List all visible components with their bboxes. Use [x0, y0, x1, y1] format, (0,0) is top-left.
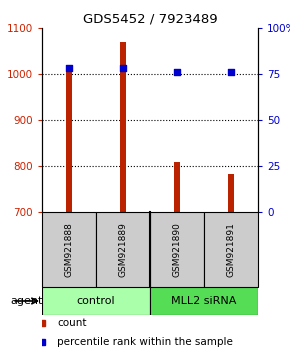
Point	[121, 65, 125, 71]
Text: agent: agent	[11, 296, 43, 306]
Point	[175, 69, 179, 75]
Text: GSM921889: GSM921889	[119, 222, 128, 277]
Text: GSM921891: GSM921891	[226, 222, 235, 277]
Bar	[228, 174, 234, 212]
Text: GSM921890: GSM921890	[173, 222, 182, 277]
Bar	[120, 42, 126, 212]
Point	[67, 65, 71, 71]
Bar	[42, 287, 150, 315]
Bar	[66, 72, 72, 212]
Bar	[174, 162, 180, 212]
Bar	[204, 212, 258, 287]
Bar	[96, 212, 150, 287]
Text: MLL2 siRNA: MLL2 siRNA	[171, 296, 237, 306]
Text: count: count	[57, 318, 87, 329]
Text: control: control	[77, 296, 115, 306]
Point	[229, 69, 233, 75]
Text: percentile rank within the sample: percentile rank within the sample	[57, 337, 233, 347]
Title: GDS5452 / 7923489: GDS5452 / 7923489	[83, 12, 217, 25]
Bar	[150, 212, 204, 287]
Bar	[42, 212, 96, 287]
Bar	[150, 287, 258, 315]
Text: GSM921888: GSM921888	[64, 222, 73, 277]
